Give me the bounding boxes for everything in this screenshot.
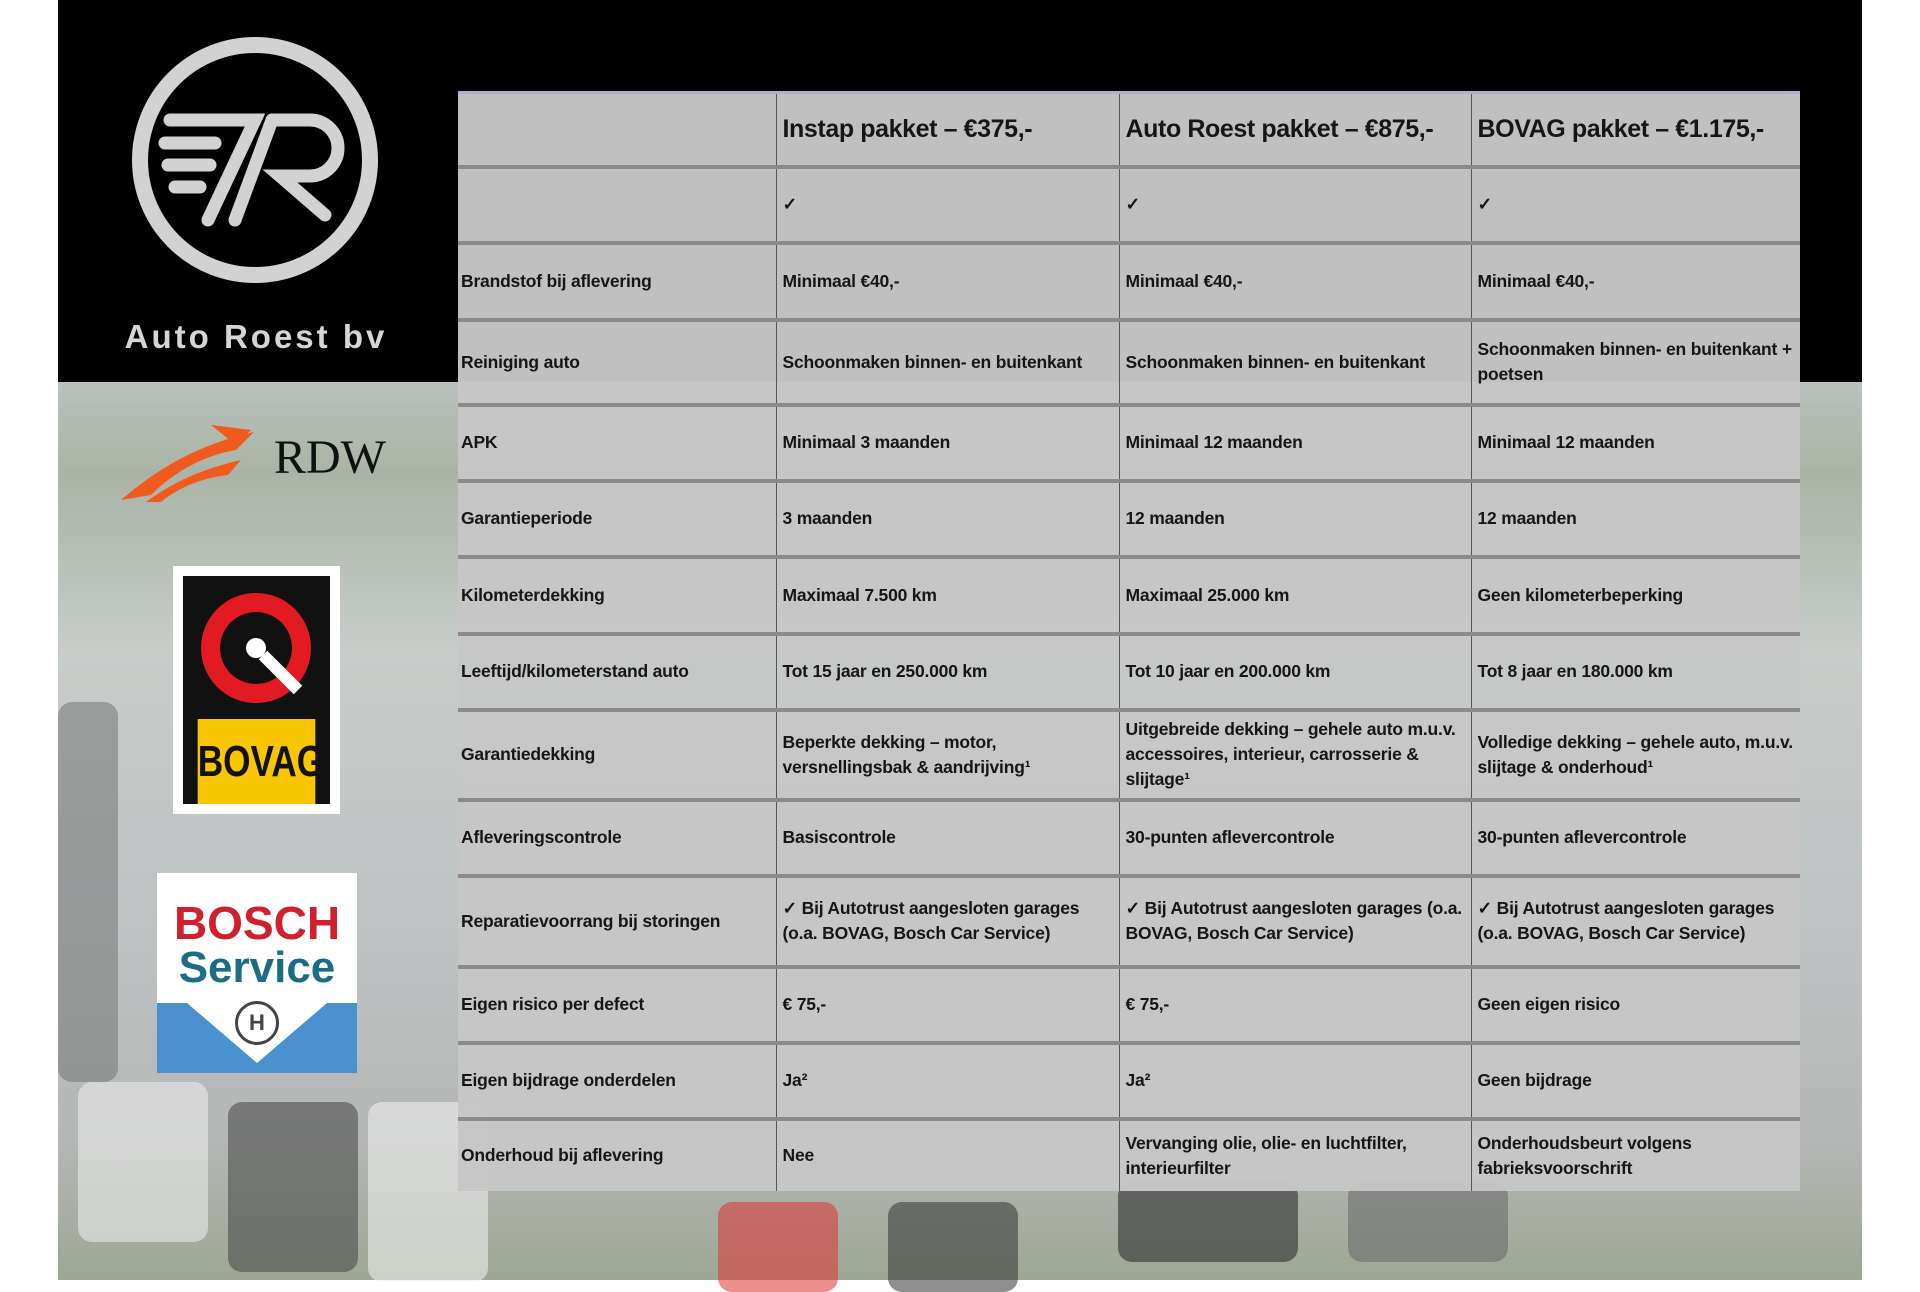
table-cell: Minimaal €40,-	[1118, 240, 1471, 320]
rdw-wing-icon	[121, 425, 254, 502]
table-cell: ✓	[1470, 164, 1800, 243]
table-cell: Geen eigen risico	[1470, 964, 1800, 1043]
table-cell: 12 maanden	[1118, 478, 1471, 557]
table-cell: Basiscontrole	[775, 797, 1119, 876]
table-cell: Maximaal 25.000 km	[1118, 554, 1471, 634]
table-row: Eigen risico per defect € 75,- € 75,- Geen …	[458, 964, 1800, 1043]
table-cell: Geen bijdrage	[1470, 1040, 1800, 1119]
table-cell: ✓ Bij Autotrust aangesloten garages (o.a…	[1470, 873, 1800, 967]
table-row: Garantieperiode 3 maanden 12 maanden 12 maa…	[458, 478, 1800, 557]
table-cell: ✓	[1118, 164, 1471, 243]
table-cell: Maximaal 7.500 km	[775, 554, 1119, 634]
table-cell: Minimaal 12 maanden	[1118, 402, 1471, 481]
table-cell: Minimaal 3 maanden	[775, 402, 1119, 481]
table-cell: Minimaal €40,-	[775, 240, 1119, 320]
table-cell: Schoonmaken binnen- en buitenkant	[775, 317, 1119, 405]
row-label: Reparatievoorrang bij storingen	[458, 873, 776, 967]
row-label: Garantiedekking	[458, 707, 776, 800]
table-cell: Vervanging olie, olie- en luchtfilter, i…	[1118, 1116, 1471, 1191]
table-cell: Minimaal €40,-	[1470, 240, 1800, 320]
table-cell: ✓	[775, 164, 1119, 243]
service-text: Service	[178, 943, 336, 992]
table-cell: Volledige dekking – gehele auto, m.u.v. …	[1470, 707, 1800, 800]
header-bovag: BOVAG pakket – €1.175,-	[1470, 91, 1800, 167]
table-cell: ✓ Bij Autotrust aangesloten garages (o.a…	[1118, 873, 1471, 967]
row-label: Leeftijd/kilometerstand auto	[458, 631, 776, 710]
table-row: Leeftijd/kilometerstand auto Tot 15 jaar …	[458, 631, 1800, 710]
table-cell: 30-punten aflevercontrole	[1118, 797, 1471, 876]
table-row: Reiniging auto Schoonmaken binnen- en bui…	[458, 317, 1800, 405]
rdw-text: RDW	[274, 431, 386, 484]
row-label: Eigen risico per defect	[458, 964, 776, 1043]
table-row: Onderhoud bij aflevering Nee Vervanging ol…	[458, 1116, 1800, 1191]
header-cell-empty	[458, 91, 776, 167]
table-cell: Geen kilometerbeperking	[1470, 554, 1800, 634]
table-row: Eigen bijdrage onderdelen Ja² Ja² Geen bijd…	[458, 1040, 1800, 1119]
row-label: Onderhoud bij aflevering	[458, 1116, 776, 1191]
table-cell: Uitgebreide dekking – gehele auto m.u.v.…	[1118, 707, 1471, 800]
row-label: Brandstof bij aflevering	[458, 240, 776, 320]
bovag-text: BOVAG	[197, 719, 324, 804]
table-cell: Schoonmaken binnen- en buitenkant + poet…	[1470, 317, 1800, 405]
bosch-text: BOSCH	[173, 897, 341, 949]
table-cell: Tot 8 jaar en 180.000 km	[1470, 631, 1800, 710]
table-row: Reparatievoorrang bij storingen ✓ Bij Aut…	[458, 873, 1800, 967]
table-cell: Tot 10 jaar en 200.000 km	[1118, 631, 1471, 710]
table-cell: Nee	[775, 1116, 1119, 1191]
brand-name: Auto Roest bv	[124, 318, 388, 355]
table-header-row: Instap pakket – €375,- Auto Roest pakket…	[458, 91, 1800, 167]
table-row: ✓ ✓ ✓	[458, 164, 1800, 243]
bosch-armature-icon: H	[235, 1001, 279, 1045]
bovag-logo: BOVAG	[173, 566, 340, 814]
row-label	[458, 164, 776, 243]
table-cell: Beperkte dekking – motor, versnellingsba…	[775, 707, 1119, 800]
table-cell: Ja²	[775, 1040, 1119, 1119]
bovag-emblem-icon	[201, 593, 311, 703]
row-label: Kilometerdekking	[458, 554, 776, 634]
table-cell: Onderhoudsbeurt volgens fabrieksvoorschr…	[1470, 1116, 1800, 1191]
table-cell: Minimaal 12 maanden	[1470, 402, 1800, 481]
table-cell: Ja²	[1118, 1040, 1471, 1119]
table-cell: 30-punten aflevercontrole	[1470, 797, 1800, 876]
table-cell: € 75,-	[775, 964, 1119, 1043]
table-cell: Schoonmaken binnen- en buitenkant	[1118, 317, 1471, 405]
table-row: Kilometerdekking Maximaal 7.500 km Maximaa…	[458, 554, 1800, 634]
row-label: APK	[458, 402, 776, 481]
table-cell: ✓ Bij Autotrust aangesloten garages (o.a…	[775, 873, 1119, 967]
row-label: Afleveringscontrole	[458, 797, 776, 876]
table-cell: 12 maanden	[1470, 478, 1800, 557]
auto-roest-logo-icon	[132, 37, 378, 283]
header-auto-roest: Auto Roest pakket – €875,-	[1118, 91, 1471, 167]
row-label: Reiniging auto	[458, 317, 776, 405]
table-cell: Tot 15 jaar en 250.000 km	[775, 631, 1119, 710]
header-instap: Instap pakket – €375,-	[775, 91, 1119, 167]
table-cell: € 75,-	[1118, 964, 1471, 1043]
rdw-logo: RDW	[116, 420, 396, 510]
row-label: Garantieperiode	[458, 478, 776, 557]
bosch-service-logo: BOSCH Service H	[157, 873, 357, 1073]
table-row: Brandstof bij aflevering Minimaal €40,- Mi…	[458, 240, 1800, 320]
table-row: APK Minimaal 3 maanden Minimaal 12 maanden…	[458, 402, 1800, 481]
package-comparison-table: Instap pakket – €375,- Auto Roest pakket…	[458, 91, 1800, 1191]
table-row: Afleveringscontrole Basiscontrole 30-punte…	[458, 797, 1800, 876]
row-label: Eigen bijdrage onderdelen	[458, 1040, 776, 1119]
table-cell: 3 maanden	[775, 478, 1119, 557]
table-row: Garantiedekking Beperkte dekking – motor,…	[458, 707, 1800, 800]
